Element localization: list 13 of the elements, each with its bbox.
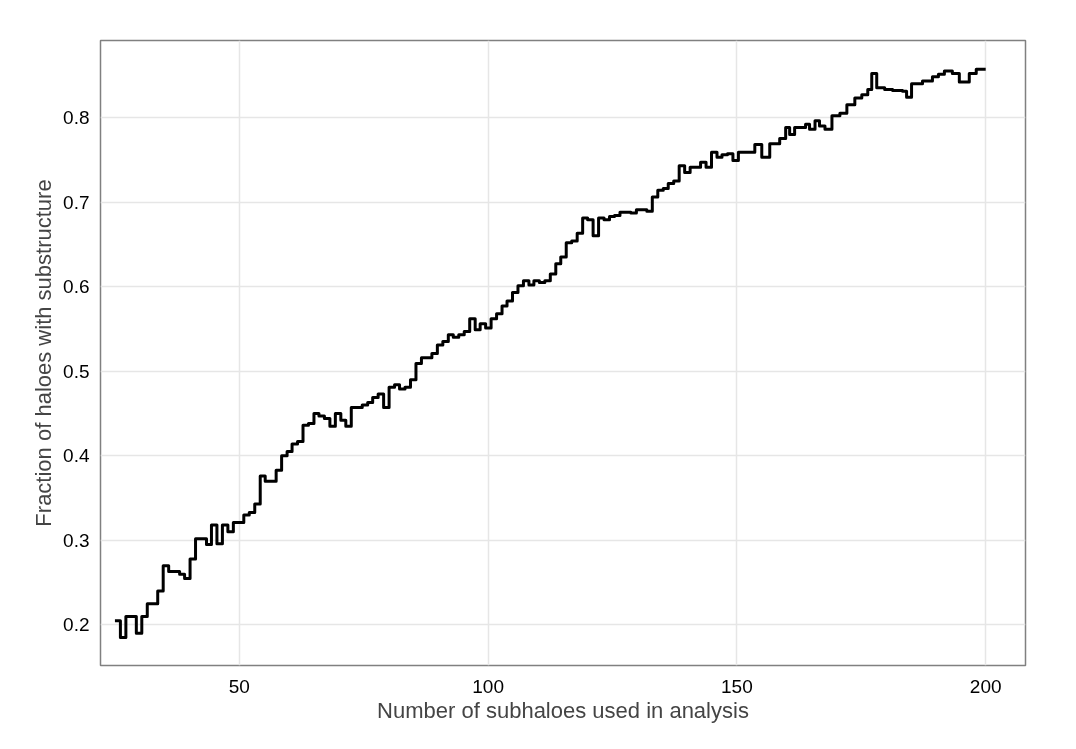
x-axis-title: Number of subhaloes used in analysis <box>377 697 749 723</box>
y-tick-label: 0.2 <box>63 614 90 636</box>
x-tick-label: 100 <box>472 675 504 697</box>
y-tick-label: 0.3 <box>63 529 90 551</box>
y-tick-label: 0.5 <box>63 360 90 382</box>
y-tick-label: 0.8 <box>63 106 90 128</box>
y-tick-label: 0.4 <box>63 445 90 467</box>
x-tick-label: 150 <box>721 675 753 697</box>
y-tick-label: 0.6 <box>63 276 90 298</box>
y-axis-title: Fraction of haloes with substructure <box>31 179 57 527</box>
x-tick-label: 200 <box>969 675 1002 697</box>
y-tick-label: 0.7 <box>63 191 90 213</box>
x-tick-label: 50 <box>228 675 250 697</box>
